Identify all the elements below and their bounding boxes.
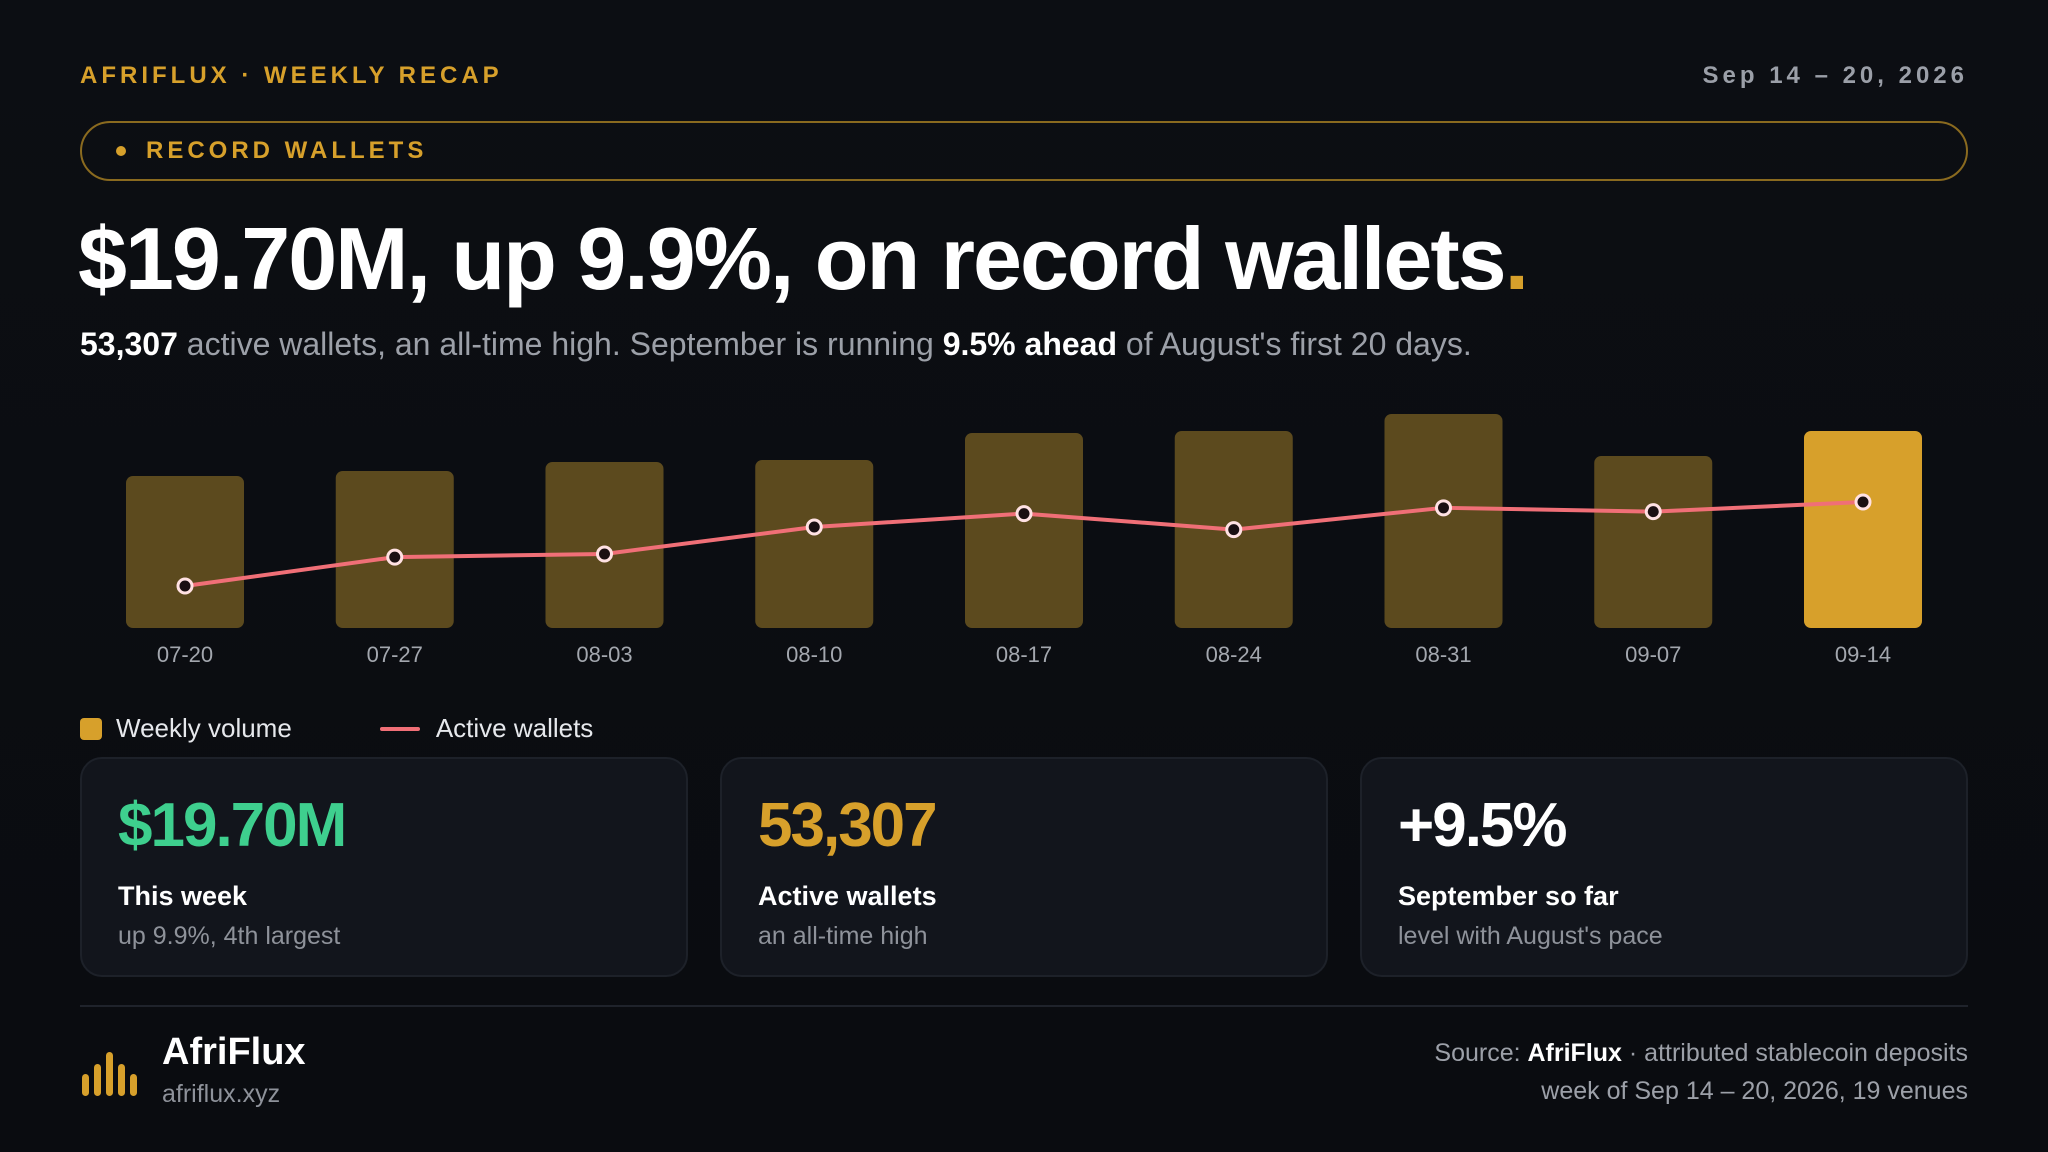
badge-label: RECORD WALLETS [146,137,428,164]
legend-label-wallets: Active wallets [435,713,594,743]
line-point [1225,521,1243,539]
legend-swatch-icon [80,717,102,740]
x-tick-label: 08-03 [576,642,632,667]
source-prefix: Source: [1434,1039,1528,1067]
status-badge: RECORD WALLETS [80,121,1968,181]
subline-part1: active wallets, an all-time high. Septem… [177,326,943,362]
card-subtitle: an all-time high [758,922,928,950]
legend-label-volume: Weekly volume [116,713,292,743]
line-point [386,548,404,566]
x-tick-label: 08-17 [996,642,1052,667]
headline-text: $19.70M, up 9.9%, on record wallets [78,209,1507,308]
x-tick-label: 08-31 [1415,642,1471,667]
card-value: 53,307 [758,791,938,860]
x-tick-label: 08-10 [786,642,842,667]
source-note: Source: AfriFlux · attributed stablecoin… [1434,1034,1968,1110]
logo-name: AfriFlux [162,1031,306,1073]
card-title: This week [118,881,248,911]
subline-wallets: 53,307 [80,326,178,362]
x-tick-label: 07-20 [157,642,213,667]
brand-tag: AFRIFLUX · WEEKLY RECAP [80,62,503,89]
line-point [1435,499,1452,517]
line-point [805,518,823,536]
subline-ahead: 9.5% ahead [942,326,1117,362]
bar-mark [1594,456,1713,628]
bar-mark [1384,414,1503,628]
bar-mark [1804,431,1922,628]
line-point [596,545,613,563]
stat-card-wallets: 53,307 Active wallets an all-time high [720,757,1328,977]
subline-part2: of August's first 20 days. [1117,326,1472,362]
x-tick-label: 09-07 [1625,642,1681,667]
card-title: Active wallets [758,881,937,911]
card-value: +9.5% [1398,791,1568,860]
source-name: AfriFlux [1527,1039,1622,1067]
bar-mark [545,462,664,628]
headline-punct: . [1504,209,1529,308]
footer-brand: AfriFlux afriflux.xyz [80,1031,306,1109]
source-line-1: Source: AfriFlux · attributed stablecoin… [1434,1034,1968,1072]
header: AFRIFLUX · WEEKLY RECAP Sep 14 – 20, 202… [80,62,1968,90]
bar-mark [755,460,874,628]
source-line-2: week of Sep 14 – 20, 2026, 19 venues [1541,1077,1968,1105]
card-value: $19.70M [118,791,347,860]
bar-chart-logo-icon [82,1052,137,1096]
bar-mark [126,476,244,628]
bar-mark [965,433,1083,628]
chart-legend: Weekly volume Active wallets [80,713,593,744]
badge-dot-icon [116,146,126,156]
x-tick-label: 08-24 [1206,642,1262,667]
line-point [1854,493,1872,511]
line-point [176,577,194,595]
line-point [1015,505,1033,523]
logo-url: afriflux.xyz [162,1079,281,1108]
card-title: September so far [1398,881,1619,911]
source-suffix: · attributed stablecoin deposits [1621,1039,1968,1067]
card-subtitle: up 9.9%, 4th largest [118,922,341,950]
x-tick-label: 09-14 [1835,642,1891,667]
stat-card-pace: +9.5% September so far level with August… [1360,757,1968,977]
stat-card-volume: $19.70M This week up 9.9%, 4th largest [80,757,688,977]
legend-item-volume: Weekly volume [80,713,292,744]
volume-wallets-chart: 07-20 07-27 08-03 08-10 08-17 08-24 08-31 09-07… [126,414,1922,667]
card-subtitle: level with August's pace [1398,922,1663,950]
page-title: $19.70M, up 9.9%, on record wallets. [78,208,1529,310]
stat-cards: $19.70M This week up 9.9%, 4th largest 5… [80,757,1968,977]
legend-line-icon [379,726,420,731]
line-point [1644,503,1662,521]
date-range: Sep 14 – 20, 2026 [1702,62,1968,89]
footer-divider [80,1005,1968,1007]
subtitle: 53,307 active wallets, an all-time high.… [80,326,1472,363]
legend-item-wallets: Active wallets [379,713,594,744]
x-tick-label: 07-27 [367,642,423,667]
